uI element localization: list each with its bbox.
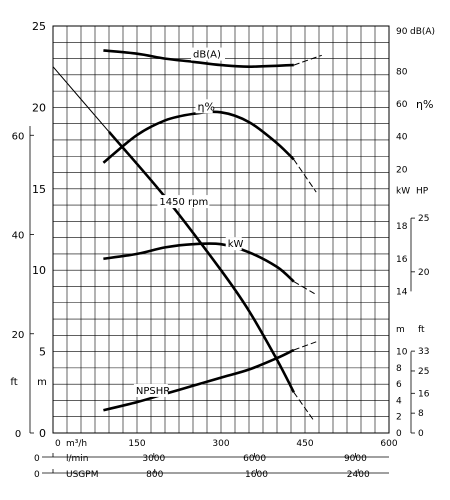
right-tick-label-npsh-m: 2 — [396, 413, 402, 423]
right-tick-label-npsh-m: 8 — [396, 364, 402, 374]
y-tick-label-ft: 0 — [15, 429, 21, 440]
y-tick-label-m: 0 — [39, 427, 46, 440]
right-tick-label-npsh-ft: 25 — [418, 367, 429, 377]
label-eff: η% — [197, 100, 214, 113]
right-tick-label-npsh-m: 6 — [396, 380, 402, 390]
x-tick-label-flow: 150 — [128, 439, 145, 449]
x-tick-label-usgpm: 800 — [146, 470, 163, 480]
right-axis-label-npsh-m: m — [396, 325, 405, 335]
right-tick-label-kw: 18 — [396, 222, 408, 232]
right-tick-label-kw: 16 — [396, 255, 408, 265]
y-tick-label-m: 25 — [32, 20, 46, 33]
x-axis-label-lmin: l/min — [66, 454, 89, 464]
right-tick-label-dba: 90 — [396, 27, 408, 37]
x-axis-label-flow: m³/h — [66, 439, 87, 449]
x-tick-label-flow: 0 — [55, 439, 61, 449]
right-tick-label-npsh-m: 4 — [396, 396, 402, 406]
y-tick-label-ft: 40 — [12, 231, 25, 242]
label-kw-bg — [225, 237, 242, 251]
right-tick-label-npsh-m: 0 — [396, 429, 402, 439]
curve-rpm — [108, 130, 295, 393]
label-rpm-bg — [157, 195, 210, 209]
label-dba: dB(A) — [193, 50, 221, 61]
plot-frame — [52, 25, 390, 434]
curve-labels: dB(A) η% 1450 rpm kW NPSHR — [133, 47, 244, 397]
label-dba-bg — [191, 47, 225, 61]
right-tick-label-hp: 20 — [418, 268, 430, 278]
x-tick-label-lmin: 0 — [34, 454, 40, 464]
x-tick-label-lmin: 3000 — [142, 454, 165, 464]
x-axis-label-usgpm: USGPM — [66, 470, 98, 480]
right-tick-label-npsh-ft: 16 — [418, 389, 430, 399]
x-tick-label-flow: 300 — [212, 439, 229, 449]
grid — [52, 25, 390, 434]
right-tick-label-eff: 60 — [396, 100, 408, 110]
right-tick-label-eff: 20 — [396, 165, 408, 175]
right-axis-label-npsh-ft: ft — [418, 325, 425, 335]
label-rpm: 1450 rpm — [159, 197, 208, 208]
curve-extension-0 — [293, 392, 314, 421]
x-tick-label-usgpm: 1600 — [245, 470, 268, 480]
x-tick-label-usgpm: 2400 — [347, 470, 370, 480]
curve-2 — [102, 110, 295, 164]
y-tick-label-ft: 60 — [12, 131, 25, 142]
curve-extension-4 — [293, 341, 317, 351]
right-axis-label-kw: kW — [396, 187, 410, 197]
right-tick-label-npsh-ft: 0 — [418, 429, 424, 439]
right-tick-label-kw: 14 — [396, 287, 408, 297]
y-tick-label-ft: 20 — [12, 330, 25, 341]
x-tick-label-lmin: 9000 — [344, 454, 367, 464]
right-tick-label-hp: 25 — [418, 214, 429, 224]
label-kw: kW — [228, 239, 244, 250]
y-tick-label-m: 5 — [39, 346, 46, 359]
x-tick-label-lmin: 6000 — [243, 454, 266, 464]
curve-4 — [103, 348, 295, 412]
y-tick-label-m: 20 — [32, 101, 46, 114]
curve-1 — [103, 49, 294, 69]
x-tick-label-usgpm: 0 — [34, 470, 40, 480]
right-tick-label-npsh-ft: 33 — [418, 347, 429, 357]
x-tick-label-flow: 600 — [380, 439, 397, 449]
label-npshr: NPSHR — [136, 386, 170, 397]
right-tick-label-eff: 40 — [396, 133, 408, 143]
label-npshr-bg — [133, 383, 168, 397]
curve-extension-1 — [293, 54, 322, 66]
right-tick-label-dba: 80 — [396, 68, 408, 78]
curve-extension-2 — [293, 159, 317, 193]
curve-thin-rpm — [52, 66, 110, 133]
m-axis-label: m — [37, 377, 47, 388]
curves — [52, 49, 322, 421]
right-tick-label-npsh-ft: 8 — [418, 409, 424, 419]
right-tick-label-npsh-m: 10 — [396, 348, 408, 358]
right-axis-label-dba: dB(A) — [410, 27, 435, 37]
curve-3 — [103, 242, 295, 283]
right-axis-label-eff: η% — [416, 98, 433, 111]
y-tick-label-m: 10 — [32, 264, 46, 277]
right-axis-label-hp: HP — [416, 187, 429, 197]
curve-extension-3 — [293, 281, 317, 296]
label-eff-bg — [195, 99, 213, 114]
x-tick-label-flow: 450 — [296, 439, 313, 449]
ft-axis-label: ft — [10, 377, 17, 388]
y-tick-label-m: 15 — [32, 183, 46, 196]
